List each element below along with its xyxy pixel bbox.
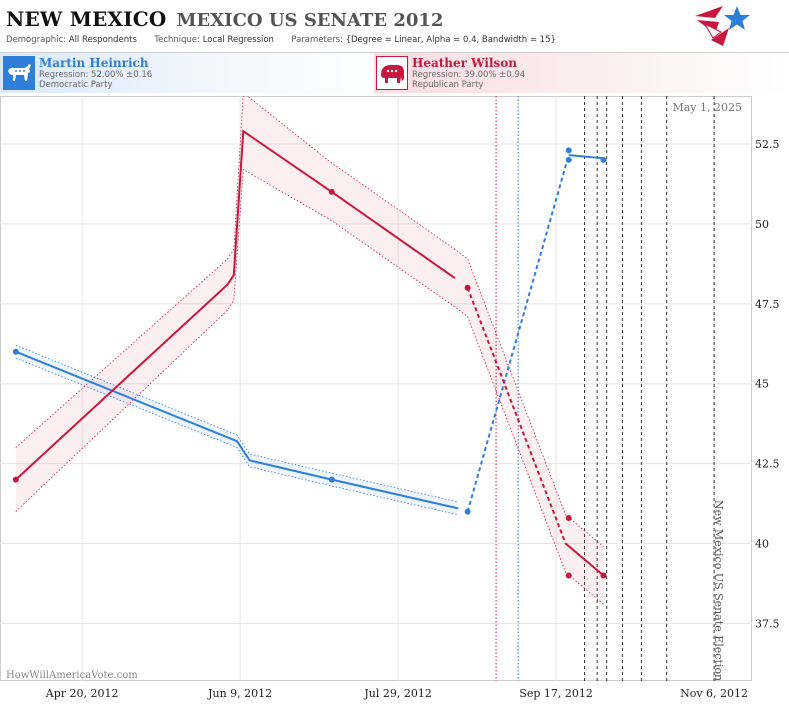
- y-axis-ticks: 37.5 40 42.5 45 47.5 50 52.5: [755, 138, 780, 631]
- race-title: MEXICO US SENATE 2012: [176, 10, 444, 31]
- technique-value: Local Regression: [202, 35, 274, 45]
- parameters-label: Parameters:: [291, 35, 343, 45]
- election-label: New Mexico US Senate Election: [712, 500, 725, 681]
- y-tick-label: 37.5: [755, 617, 780, 630]
- plot-frame: [0, 96, 752, 681]
- y-tick-label: 45: [755, 378, 769, 391]
- dem-fit-dashed: [466, 154, 570, 512]
- regression-lines: [15, 129, 605, 577]
- rep-poll-point: [565, 514, 572, 521]
- rep-party: Republican Party: [412, 80, 484, 90]
- state-title: NEW MEXICO: [6, 7, 167, 31]
- y-tick-label: 40: [755, 538, 769, 551]
- donkey-icon: [3, 56, 35, 90]
- technique-label: Technique:: [154, 35, 201, 45]
- dem-regression: Regression: 52.00% ±0.16: [39, 70, 153, 80]
- demographic-label: Demographic:: [6, 35, 67, 45]
- parameters-row: Demographic: All Respondents Technique: …: [6, 35, 556, 45]
- dem-candidate-name: Martin Heinrich: [39, 56, 149, 70]
- dem-band-lower: [15, 357, 459, 516]
- dem-poll-point: [565, 147, 572, 154]
- y-tick-label: 42.5: [755, 458, 780, 471]
- x-axis-ticks: Apr 20, 2012 Jun 9, 2012 Jul 29, 2012 Sep 1…: [45, 687, 748, 700]
- dem-party: Democratic Party: [39, 80, 113, 90]
- dem-fit-end: [568, 154, 604, 160]
- watermark: HowWillAmericaVote.com: [6, 670, 138, 681]
- y-tick-label: 47.5: [755, 298, 780, 311]
- x-tick-label: Nov 6, 2012: [680, 687, 748, 700]
- rep-band-lower: [15, 168, 604, 605]
- dem-poll-point: [565, 156, 572, 163]
- rep-poll-point: [328, 188, 335, 195]
- dem-poll-point: [328, 476, 335, 483]
- rep-fit-end: [564, 542, 605, 577]
- date-stamp: May 1, 2025: [672, 101, 742, 114]
- rep-poll-point: [565, 572, 572, 579]
- rep-fit-dashed: [466, 287, 567, 544]
- poll-points: [12, 147, 607, 579]
- reference-lines: [495, 96, 715, 681]
- poll-chart: Apr 20, 2012 Jun 9, 2012 Jul 29, 2012 Sep 1…: [0, 96, 780, 700]
- confidence-bands: [15, 96, 604, 605]
- rep-poll-point: [12, 476, 19, 483]
- rep-poll-point: [600, 572, 607, 579]
- x-tick-label: Apr 20, 2012: [45, 687, 119, 700]
- header: NEW MEXICO MEXICO US SENATE 2012 Demograp…: [0, 0, 789, 53]
- demographic-value: All Respondents: [68, 35, 137, 45]
- candidate-bar: Martin Heinrich Regression: 52.00% ±0.16…: [0, 53, 789, 93]
- dem-poll-point: [12, 348, 19, 355]
- dem-fit-line: [15, 350, 459, 510]
- candidate-democrat[interactable]: Martin Heinrich Regression: 52.00% ±0.16…: [0, 53, 394, 93]
- rep-poll-point: [464, 284, 471, 291]
- dem-band-upper: [15, 344, 459, 503]
- dem-poll-point: [600, 156, 607, 163]
- y-tick-label: 50: [755, 218, 769, 231]
- title-row: NEW MEXICO MEXICO US SENATE 2012: [6, 7, 443, 31]
- x-tick-label: Sep 17, 2012: [519, 687, 593, 700]
- rep-fit-line: [15, 129, 456, 481]
- star-logo-icon[interactable]: [693, 4, 751, 48]
- parameters-value: {Degree = Linear, Alpha = 0.4, Bandwidth…: [345, 35, 556, 45]
- x-tick-label: Jun 9, 2012: [207, 687, 272, 700]
- rep-regression: Regression: 39.00% ±0.94: [412, 70, 526, 80]
- x-tick-label: Jul 29, 2012: [363, 687, 432, 700]
- y-tick-label: 52.5: [755, 138, 780, 151]
- rep-band: [15, 96, 604, 605]
- rep-candidate-name: Heather Wilson: [412, 56, 518, 70]
- elephant-icon: [376, 56, 408, 90]
- dem-poll-point: [464, 508, 471, 515]
- candidate-republican[interactable]: Heather Wilson Regression: 39.00% ±0.94 …: [374, 53, 789, 93]
- rep-band-upper: [15, 96, 604, 548]
